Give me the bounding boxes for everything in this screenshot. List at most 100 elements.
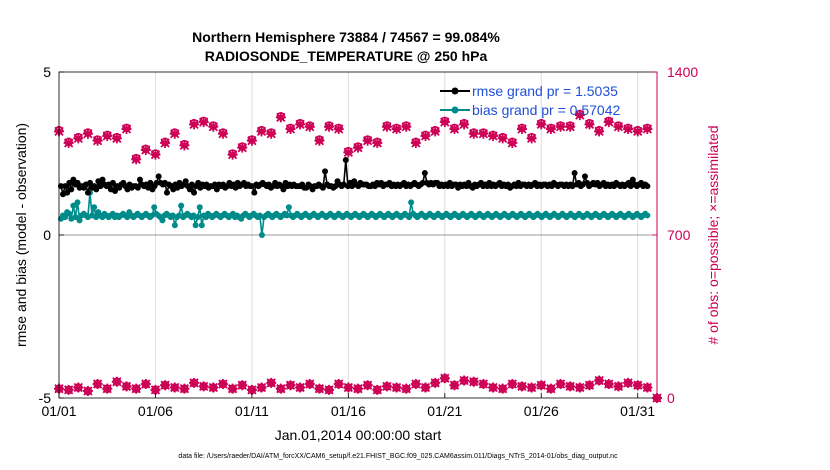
obs-assimilated-point (304, 121, 315, 132)
obs-assimilated-point (266, 128, 277, 139)
obs-assimilated-point (430, 126, 441, 137)
rmse-point (68, 186, 75, 193)
obs-assimilated-point (555, 121, 566, 132)
obs-low-assimilated-point (343, 382, 354, 393)
rmse-point (147, 179, 154, 186)
bias-point (91, 204, 98, 211)
obs-assimilated-point (372, 138, 383, 149)
rmse-point (153, 179, 160, 186)
obs-assimilated-point (478, 128, 489, 139)
obs-assimilated-point (391, 124, 402, 135)
obs-assimilated-point (111, 133, 122, 144)
obs-low-assimilated-point (73, 382, 84, 393)
obs-assimilated-point (439, 117, 450, 128)
bias-point (70, 202, 77, 209)
rmse-point (213, 186, 220, 193)
obs-low-assimilated-point (102, 383, 113, 394)
rmse-point (581, 173, 588, 180)
obs-assimilated-point (179, 140, 190, 151)
obs-assimilated-point (189, 119, 200, 130)
plot-area (54, 71, 662, 403)
chart-title-line1: Northern Hemisphere 73884 / 74567 = 99.0… (192, 29, 500, 45)
x-tick-label: 01/21 (427, 403, 462, 419)
obs-assimilated-point (623, 124, 634, 135)
legend-rmse-marker (451, 87, 459, 95)
bias-point (192, 222, 199, 229)
rmse-point (74, 179, 81, 186)
rmse-point (342, 157, 349, 164)
obs-low-assimilated-point (410, 379, 421, 390)
obs-low-assimilated-point (111, 376, 122, 387)
obs-assimilated-point (314, 135, 325, 146)
y-axis-right-label: # of obs: o=possible; ×=assimilated (705, 125, 721, 344)
obs-low-assimilated-point (63, 384, 74, 395)
rmse-point (186, 186, 193, 193)
obs-low-assimilated-point (169, 382, 180, 393)
obs-assimilated-point (497, 133, 508, 144)
x-tick-label: 01/06 (138, 403, 173, 419)
rmse-point (70, 176, 77, 183)
x-tick-label: 01/31 (620, 403, 655, 419)
bias-point (72, 214, 79, 221)
bias-point (194, 214, 201, 221)
obs-low-assimilated-point (314, 383, 325, 394)
obs-assimilated-point (410, 138, 421, 149)
obs-assimilated-point (642, 124, 653, 135)
y-axis-left: -5 0 5 (39, 64, 64, 406)
obs-low-assimilated-point (459, 375, 470, 386)
obs-low-assimilated-point (507, 379, 518, 390)
obs-low-assimilated-point (642, 382, 653, 393)
obs-low-assimilated-point (526, 382, 537, 393)
obs-assimilated-point (63, 138, 74, 149)
obs-assimilated-point (295, 119, 306, 130)
rmse-point (280, 186, 287, 193)
obs-low-assimilated-point (353, 383, 363, 394)
obs-assimilated-point (92, 135, 103, 146)
obs-low-assimilated-point (623, 377, 634, 388)
obs-low-assimilated-point (430, 377, 441, 388)
obs-low-assimilated-point (478, 379, 489, 390)
obs-low-assimilated-point (237, 380, 248, 391)
rmse-point (136, 176, 143, 183)
legend-rmse-label: rmse grand pr = 1.5035 (472, 83, 618, 99)
bias-point (285, 204, 292, 211)
obs-assimilated-point (594, 126, 605, 137)
rmse-point (64, 189, 71, 196)
obs-assimilated-point (102, 131, 113, 142)
rmse-point (163, 189, 170, 196)
obs-assimilated-point (343, 147, 354, 158)
obs-assimilated-point (256, 126, 267, 137)
obs-low-assimilated-point (198, 381, 209, 392)
rmse-point (57, 183, 64, 190)
obs-assimilated-point (574, 110, 585, 121)
obs-low-assimilated-point (362, 380, 373, 391)
obs-low-assimilated-point (381, 381, 392, 392)
obs-low-assimilated-point (82, 386, 93, 397)
obs-low-assimilated-point (632, 380, 643, 391)
rmse-series (57, 157, 651, 198)
obs-assimilated-point (468, 128, 479, 139)
obs-low-assimilated-point (333, 379, 344, 390)
rmse-point (421, 170, 428, 177)
rmse-point (155, 173, 162, 180)
obs-low-assimilated-point (574, 382, 585, 393)
obs-assimilated-point (459, 119, 470, 130)
y-right-tick-label: 0 (667, 390, 675, 406)
obs-assimilated-point (632, 126, 643, 137)
obs-low-assimilated-point (150, 384, 161, 395)
rmse-point (84, 189, 91, 196)
bias-series (57, 189, 651, 238)
obs-low-assimilated-point (565, 381, 576, 392)
y-left-tick-label: 5 (43, 64, 51, 80)
obs-low-assimilated-point (372, 384, 383, 395)
obs-assimilated-point (150, 149, 161, 160)
obs-low-assimilated-point (613, 381, 624, 392)
obs-low-assimilated-point (304, 379, 315, 390)
obs-assimilated-point (275, 112, 286, 123)
bias-point (76, 217, 83, 224)
bias-point (408, 199, 415, 206)
obs-assimilated-point (324, 121, 335, 132)
rmse-point (134, 184, 141, 191)
obs-low-assimilated-point (256, 382, 267, 393)
